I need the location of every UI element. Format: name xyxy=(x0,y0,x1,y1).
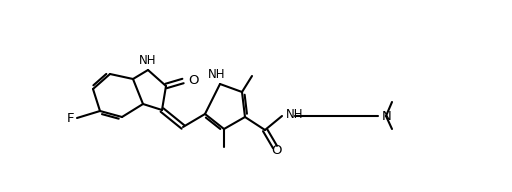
Text: NH: NH xyxy=(286,108,304,121)
Text: O: O xyxy=(271,145,281,157)
Text: O: O xyxy=(188,74,199,87)
Text: F: F xyxy=(66,112,74,124)
Text: NH: NH xyxy=(208,68,226,80)
Text: N: N xyxy=(382,109,392,122)
Text: NH: NH xyxy=(139,54,157,66)
